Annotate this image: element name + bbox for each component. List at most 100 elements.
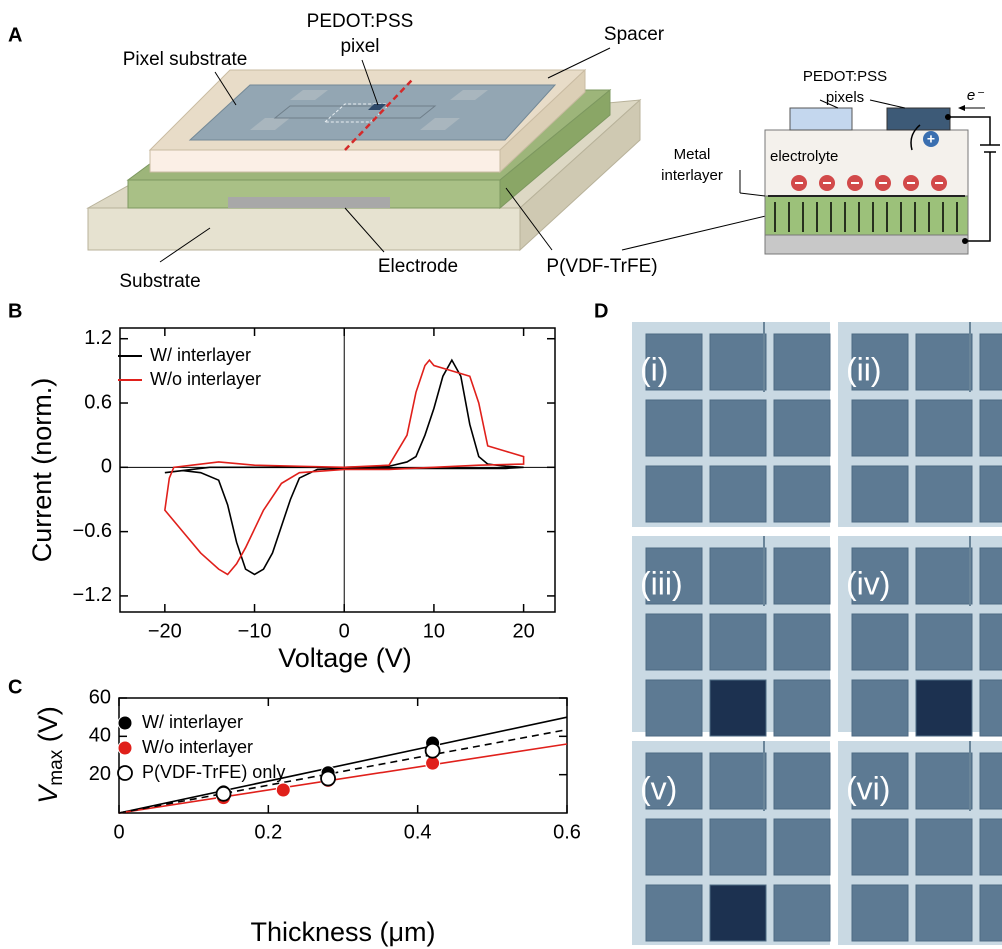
legend-label: W/o interlayer: [150, 369, 261, 389]
pixel-square: [710, 819, 766, 875]
micrograph: (v): [632, 741, 830, 945]
pixel-square: [710, 334, 766, 390]
leader: [870, 100, 905, 108]
label: Pixel substrate: [123, 49, 248, 70]
bottom-electrode: [765, 235, 968, 254]
pixel-square: [774, 680, 830, 736]
x-tick-label: −10: [238, 620, 272, 642]
x-axis-label: Thickness (μm): [250, 917, 435, 947]
y-tick-label: 1.2: [84, 327, 112, 349]
label: pixel: [340, 36, 379, 57]
pixel-square: [916, 334, 972, 390]
pixel-square: [916, 753, 972, 809]
label: Spacer: [604, 24, 665, 45]
pixel-square: [980, 548, 1002, 604]
legend-marker: [118, 766, 132, 780]
micrograph: (iv): [838, 536, 1002, 736]
spacer-front: [150, 150, 500, 172]
pixel-square: [916, 466, 972, 522]
pixel-substrate: [190, 85, 555, 140]
pixel-square: [774, 548, 830, 604]
label: electrolyte: [770, 148, 838, 165]
label: pixels: [826, 89, 864, 106]
x-tick-label: 0.4: [404, 821, 432, 843]
x-tick-label: 0: [339, 620, 350, 642]
pixel-square: [710, 753, 766, 809]
substrate-front: [88, 208, 520, 250]
pixel-square: [710, 548, 766, 604]
micrograph-label: (iv): [846, 565, 890, 601]
label: interlayer: [661, 167, 723, 184]
micrograph-label: (i): [640, 351, 668, 387]
arrow-head: [958, 105, 965, 111]
y-label-unit: (V): [33, 706, 63, 750]
pixel-square: [710, 680, 766, 736]
pixel-square: [980, 466, 1002, 522]
pixel-square: [774, 885, 830, 941]
micrograph: (ii): [838, 322, 1002, 527]
pixel-square: [852, 819, 908, 875]
pixel-square: [774, 819, 830, 875]
x-tick-label: 10: [423, 620, 445, 642]
x-tick-label: 20: [512, 620, 534, 642]
y-axis-label: Current (norm.): [27, 378, 57, 563]
x-tick-label: 0.6: [553, 821, 581, 843]
label: Metal: [674, 146, 711, 163]
pixel-square: [980, 819, 1002, 875]
pixel-square: [852, 466, 908, 522]
pixel-square: [916, 614, 972, 670]
pixel-square: [646, 466, 702, 522]
figure: PEDOT:PSS pixel Pixel substrate Spacer S…: [0, 0, 1002, 949]
pixel-square: [916, 885, 972, 941]
legend-label: W/ interlayer: [142, 712, 243, 732]
pixel-square: [774, 334, 830, 390]
node: [945, 114, 951, 120]
y-tick-label: 0: [101, 456, 112, 478]
panel-label: B: [8, 300, 22, 322]
pixel-square: [646, 819, 702, 875]
pixel-square: [646, 614, 702, 670]
y-tick-label: 40: [89, 725, 111, 747]
y-tick-label: −0.6: [73, 520, 112, 542]
panel-a-diagram: PEDOT:PSS pixel Pixel substrate Spacer S…: [88, 11, 770, 292]
leader: [622, 215, 770, 250]
pixel-square: [980, 614, 1002, 670]
x-tick-label: 0: [113, 821, 124, 843]
x-tick-label: −20: [148, 620, 182, 642]
y-tick-label: 0.6: [84, 391, 112, 413]
pixel-square: [646, 400, 702, 456]
pixel-square: [980, 753, 1002, 809]
pixel-square: [646, 680, 702, 736]
label: e⁻: [967, 87, 984, 104]
micrograph-label: (ii): [846, 351, 882, 387]
panel-label: A: [8, 24, 22, 46]
data-point: [321, 772, 335, 786]
y-label-subscript: max: [46, 749, 67, 785]
pixel-square: [774, 753, 830, 809]
x-tick-label: 0.2: [254, 821, 282, 843]
pixel-square: [852, 614, 908, 670]
micrograph: (iii): [632, 536, 830, 736]
legend-marker: [118, 741, 132, 755]
micrograph: (vi): [838, 741, 1002, 945]
data-point: [426, 744, 440, 758]
node: [962, 238, 968, 244]
legend-label: W/o interlayer: [142, 737, 253, 757]
electrode: [228, 197, 390, 208]
pixel-square: [980, 334, 1002, 390]
panel-label: C: [8, 676, 22, 698]
pixel-square: [980, 400, 1002, 456]
pixel-square: [980, 885, 1002, 941]
panel-a-schematic: + PEDOT:PSS pixels e⁻ Metal interlayer e…: [661, 68, 1000, 254]
y-tick-label: 60: [89, 686, 111, 708]
pixel-square: [710, 614, 766, 670]
pixel-square: [646, 885, 702, 941]
plus-icon: +: [927, 131, 935, 147]
leader: [740, 193, 765, 196]
label: P(VDF-TrFE): [546, 256, 657, 277]
pixel-square: [710, 400, 766, 456]
label: Electrode: [378, 256, 458, 277]
pixel-square: [916, 548, 972, 604]
panel-label: D: [594, 300, 608, 322]
micrograph: (i): [632, 322, 830, 527]
